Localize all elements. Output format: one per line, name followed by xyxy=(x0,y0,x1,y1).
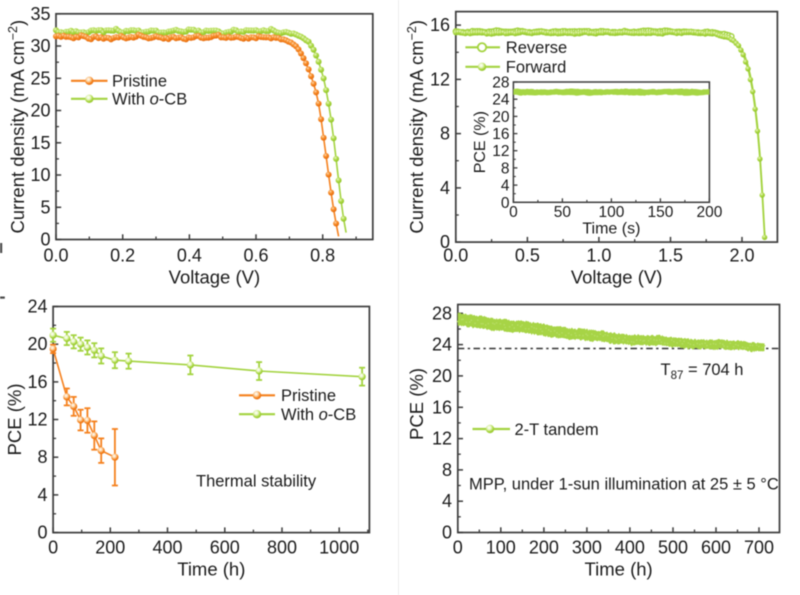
svg-text:Current density (mA cm−2): Current density (mA cm−2) xyxy=(6,20,28,234)
svg-text:4: 4 xyxy=(37,485,47,505)
svg-text:1000: 1000 xyxy=(319,538,359,558)
svg-text:12: 12 xyxy=(492,143,509,160)
svg-text:8: 8 xyxy=(442,460,452,480)
svg-text:35: 35 xyxy=(30,4,50,24)
svg-text:400: 400 xyxy=(615,538,645,558)
svg-text:28: 28 xyxy=(432,303,452,323)
svg-text:800: 800 xyxy=(267,538,297,558)
svg-text:700: 700 xyxy=(744,538,774,558)
svg-text:150: 150 xyxy=(647,204,673,221)
svg-text:10: 10 xyxy=(30,165,50,185)
svg-text:16: 16 xyxy=(430,15,450,35)
svg-text:0.0: 0.0 xyxy=(43,246,68,266)
svg-text:16: 16 xyxy=(432,397,452,417)
svg-text:0.2: 0.2 xyxy=(110,246,135,266)
svg-text:0: 0 xyxy=(40,230,50,250)
svg-text:300: 300 xyxy=(572,538,602,558)
svg-text:20: 20 xyxy=(27,334,47,354)
svg-text:T87 = 704 h: T87 = 704 h xyxy=(661,361,744,382)
svg-text:24: 24 xyxy=(27,297,47,317)
svg-text:20: 20 xyxy=(432,366,452,386)
svg-text:12: 12 xyxy=(27,410,47,430)
svg-text:Time (h): Time (h) xyxy=(585,559,653,580)
svg-text:0.8: 0.8 xyxy=(310,246,335,266)
svg-text:50: 50 xyxy=(554,204,572,221)
svg-text:15: 15 xyxy=(30,133,50,153)
svg-text:Thermal stability: Thermal stability xyxy=(196,473,317,491)
svg-text:0: 0 xyxy=(453,538,463,558)
svg-text:0.6: 0.6 xyxy=(243,246,268,266)
svg-text:0.4: 0.4 xyxy=(177,246,202,266)
svg-text:8: 8 xyxy=(37,447,47,467)
svg-text:0.5: 0.5 xyxy=(515,246,540,266)
svg-text:MPP, under 1-sun illumination: MPP, under 1-sun illumination at 25 ± 5 … xyxy=(469,476,779,494)
svg-text:Time (h): Time (h) xyxy=(177,559,245,580)
svg-text:30: 30 xyxy=(30,36,50,56)
svg-text:4: 4 xyxy=(501,178,510,195)
svg-text:500: 500 xyxy=(658,538,688,558)
svg-text:Voltage (V): Voltage (V) xyxy=(571,267,663,288)
svg-text:0: 0 xyxy=(48,538,58,558)
svg-text:24: 24 xyxy=(432,335,452,355)
svg-text:PCE (%): PCE (%) xyxy=(472,111,489,173)
svg-text:8: 8 xyxy=(440,124,450,144)
svg-text:200: 200 xyxy=(529,538,559,558)
svg-text:0: 0 xyxy=(440,232,450,252)
svg-text:24: 24 xyxy=(492,92,510,109)
svg-text:2.0: 2.0 xyxy=(729,246,754,266)
svg-text:Pristine: Pristine xyxy=(281,387,336,405)
svg-text:1.5: 1.5 xyxy=(658,246,683,266)
svg-text:0.0: 0.0 xyxy=(443,246,468,266)
svg-text:Reverse: Reverse xyxy=(506,39,567,57)
svg-text:12: 12 xyxy=(432,429,452,449)
svg-text:5: 5 xyxy=(40,197,50,217)
svg-text:100: 100 xyxy=(598,204,624,221)
svg-text:100: 100 xyxy=(486,538,516,558)
svg-text:600: 600 xyxy=(210,538,240,558)
svg-text:20: 20 xyxy=(492,109,510,126)
svg-text:0: 0 xyxy=(442,523,452,543)
svg-text:28: 28 xyxy=(492,75,509,92)
svg-text:4: 4 xyxy=(442,491,452,511)
svg-text:200: 200 xyxy=(696,204,722,221)
svg-text:600: 600 xyxy=(701,538,731,558)
svg-text:25: 25 xyxy=(30,68,50,88)
svg-text:Forward: Forward xyxy=(506,59,567,77)
svg-text:16: 16 xyxy=(27,372,47,392)
svg-text:0: 0 xyxy=(501,195,510,212)
svg-text:2-T tandem: 2-T tandem xyxy=(515,421,599,439)
svg-text:Pristine: Pristine xyxy=(112,73,167,91)
svg-text:0: 0 xyxy=(37,523,47,543)
svg-text:With o-CB: With o-CB xyxy=(281,406,356,424)
svg-text:1.0: 1.0 xyxy=(586,246,611,266)
svg-text:Current density (mA cm−2): Current density (mA cm−2) xyxy=(405,20,427,234)
svg-text:12: 12 xyxy=(430,69,450,89)
svg-text:PCE (%): PCE (%) xyxy=(4,384,25,456)
svg-text:With o-CB: With o-CB xyxy=(112,91,187,109)
svg-text:400: 400 xyxy=(152,538,182,558)
svg-text:200: 200 xyxy=(95,538,125,558)
svg-text:4: 4 xyxy=(440,178,450,198)
svg-text:16: 16 xyxy=(492,126,509,143)
svg-text:Time (s): Time (s) xyxy=(582,221,640,238)
svg-text:0: 0 xyxy=(509,204,518,221)
svg-text:20: 20 xyxy=(30,101,50,121)
svg-text:8: 8 xyxy=(501,160,510,177)
svg-text:PCE (%): PCE (%) xyxy=(406,368,427,440)
svg-text:Voltage (V): Voltage (V) xyxy=(169,267,261,288)
